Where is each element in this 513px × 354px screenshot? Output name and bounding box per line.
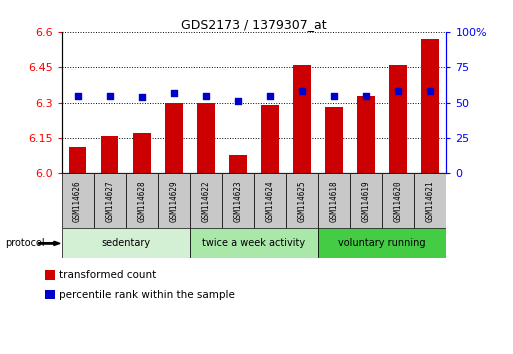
Bar xyxy=(293,65,311,173)
Bar xyxy=(190,173,222,228)
Bar xyxy=(382,173,415,228)
Text: GSM114624: GSM114624 xyxy=(265,180,274,222)
Bar xyxy=(229,155,247,173)
Bar xyxy=(69,148,86,173)
Bar xyxy=(286,173,318,228)
Bar xyxy=(126,173,158,228)
Point xyxy=(106,93,114,98)
Text: GSM114629: GSM114629 xyxy=(169,180,179,222)
Text: GSM114619: GSM114619 xyxy=(362,180,371,222)
Point xyxy=(73,93,82,98)
Point xyxy=(298,88,306,94)
Text: GSM114627: GSM114627 xyxy=(105,180,114,222)
Point xyxy=(234,98,242,104)
Bar xyxy=(165,103,183,173)
Text: transformed count: transformed count xyxy=(60,270,156,280)
Point xyxy=(266,93,274,98)
Bar xyxy=(62,228,190,258)
Text: percentile rank within the sample: percentile rank within the sample xyxy=(60,290,235,300)
Bar xyxy=(325,107,343,173)
Text: protocol: protocol xyxy=(5,238,45,249)
Text: GSM114620: GSM114620 xyxy=(393,180,403,222)
Bar xyxy=(318,173,350,228)
Bar xyxy=(45,290,55,299)
Bar xyxy=(101,136,119,173)
Bar xyxy=(389,65,407,173)
Bar xyxy=(197,103,214,173)
Bar xyxy=(254,173,286,228)
Bar xyxy=(415,173,446,228)
Point xyxy=(170,90,178,96)
Bar xyxy=(62,173,93,228)
Text: GSM114618: GSM114618 xyxy=(329,180,339,222)
Bar xyxy=(45,270,55,280)
Bar xyxy=(222,173,254,228)
Text: GSM114622: GSM114622 xyxy=(201,180,210,222)
Text: GSM114626: GSM114626 xyxy=(73,180,82,222)
Text: voluntary running: voluntary running xyxy=(339,238,426,249)
Bar xyxy=(261,105,279,173)
Text: GSM114623: GSM114623 xyxy=(233,180,243,222)
Text: GSM114625: GSM114625 xyxy=(298,180,307,222)
Bar xyxy=(422,39,439,173)
Point xyxy=(137,94,146,100)
Bar xyxy=(190,228,318,258)
Bar xyxy=(158,173,190,228)
Text: twice a week activity: twice a week activity xyxy=(202,238,306,249)
Point xyxy=(202,93,210,98)
Point xyxy=(394,88,402,94)
Title: GDS2173 / 1379307_at: GDS2173 / 1379307_at xyxy=(181,18,327,31)
Bar xyxy=(350,173,382,228)
Bar xyxy=(358,96,375,173)
Point xyxy=(426,88,435,94)
Text: GSM114628: GSM114628 xyxy=(137,180,146,222)
Bar xyxy=(93,173,126,228)
Point xyxy=(330,93,338,98)
Bar xyxy=(318,228,446,258)
Text: GSM114621: GSM114621 xyxy=(426,180,435,222)
Bar xyxy=(133,133,150,173)
Text: sedentary: sedentary xyxy=(101,238,150,249)
Point xyxy=(362,93,370,98)
